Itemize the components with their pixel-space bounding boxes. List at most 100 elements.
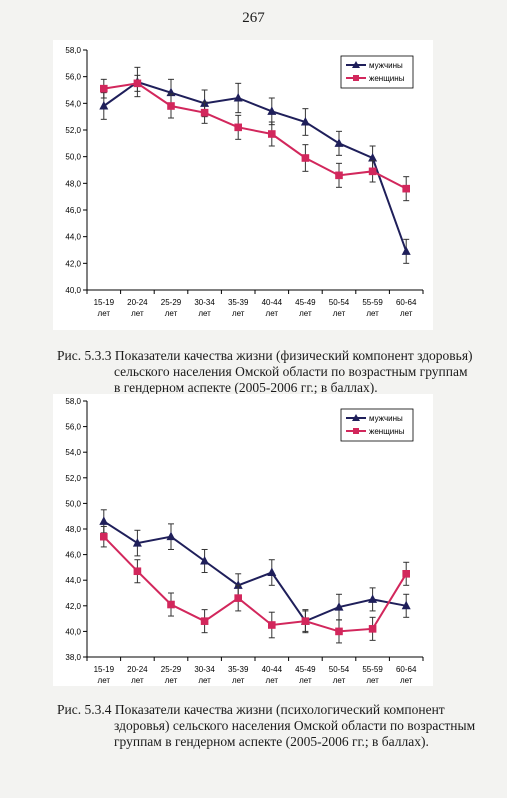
x-tick-label: 25-29 лет — [161, 298, 182, 318]
y-tick-label: 54,0 — [65, 448, 81, 457]
data-point-square — [268, 621, 276, 629]
caption-line: здоровья) сельского населения Омской обл… — [114, 718, 476, 733]
y-tick-label: 58,0 — [65, 46, 81, 55]
legend-swatch-marker — [352, 61, 360, 68]
caption-line: в гендерном аспекте (2005-2006 гг.; в ба… — [114, 380, 378, 395]
y-tick-label: 52,0 — [65, 474, 81, 483]
data-point-square — [402, 184, 410, 193]
data-point-triangle — [334, 138, 344, 147]
y-tick-label: 48,0 — [65, 179, 81, 188]
x-tick-label: 25-29 лет — [161, 665, 182, 685]
x-tick-label: 30-34 лет — [194, 665, 215, 685]
y-tick-label: 46,0 — [65, 551, 81, 560]
data-point-square — [268, 130, 276, 138]
y-tick-label: 56,0 — [65, 423, 81, 432]
data-point-square — [301, 617, 310, 625]
x-tick-label: 50-54 лет — [329, 665, 350, 685]
data-point-triangle — [401, 246, 411, 255]
legend-box — [340, 55, 414, 89]
x-tick-label: 50-54 лет — [329, 298, 350, 318]
data-point-square — [301, 154, 310, 162]
x-tick-label: 35-39 лет — [228, 298, 249, 318]
chart-psychological-health: 38,0 40,0 42,0 44,0 46,0 48,0 50,0 52,0 54,0 56,0… — [53, 394, 433, 686]
data-point-triangle — [334, 602, 344, 611]
legend-label: мужчины — [369, 414, 403, 423]
data-point-triangle — [267, 567, 277, 577]
x-tick-label: 40-44 лет — [262, 298, 283, 318]
data-point-triangle — [368, 153, 378, 162]
data-point-square — [100, 84, 108, 93]
x-tick-label: 55-59 лет — [362, 665, 383, 685]
data-point-square — [100, 532, 108, 541]
x-tick-label: 45-49 лет — [295, 298, 316, 318]
y-tick-label: 56,0 — [65, 73, 81, 82]
data-point-triangle — [99, 516, 109, 525]
legend-label: женщины — [369, 427, 405, 436]
y-tick-label: 50,0 — [65, 499, 81, 508]
y-tick-label: 40,0 — [65, 286, 81, 295]
data-point-square — [234, 594, 242, 602]
legend-swatch-marker — [353, 75, 359, 81]
data-point-triangle — [132, 538, 142, 547]
data-point-square — [167, 600, 175, 609]
data-point-square — [335, 171, 343, 180]
data-point-triangle — [200, 556, 210, 565]
x-tick-label: 55-59 лет — [362, 298, 383, 318]
data-point-triangle — [401, 600, 411, 610]
y-tick-label: 44,0 — [65, 233, 81, 242]
series-line-0 — [103, 520, 407, 623]
x-tick-label: 15-19 лет — [94, 665, 115, 685]
x-tick-label: 40-44 лет — [262, 665, 283, 685]
data-point-triangle — [166, 531, 176, 541]
series-line-1 — [103, 82, 407, 190]
caption-line: Рис. 5.3.3 Показатели качества жизни (фи… — [57, 348, 473, 363]
caption-line: группам в гендерном аспекте (2005-2006 г… — [114, 734, 429, 749]
y-tick-label: 38,0 — [65, 653, 81, 662]
x-tick-label: 45-49 лет — [295, 665, 316, 685]
y-tick-label: 52,0 — [65, 126, 81, 135]
x-tick-label: 15-19 лет — [94, 298, 115, 318]
legend-label: мужчины — [369, 61, 403, 70]
caption-line: сельского населения Омской области по во… — [114, 364, 468, 379]
y-tick-label: 58,0 — [65, 397, 81, 406]
x-tick-label: 20-24 лет — [127, 665, 148, 685]
chart-physical-health: 40,0 42,0 44,0 46,0 48,0 50,0 52,0 54,0 56,0 58,0… — [53, 40, 433, 330]
legend-swatch-marker — [352, 414, 360, 421]
data-point-triangle — [300, 117, 310, 126]
legend-label: женщины — [369, 74, 405, 83]
data-point-square — [133, 567, 142, 576]
data-point-square — [335, 627, 343, 636]
y-tick-label: 46,0 — [65, 206, 81, 215]
data-point-triangle — [368, 594, 378, 603]
figure-caption-psychological: Рис. 5.3.4 Показатели качества жизни (пс… — [57, 702, 487, 750]
data-point-triangle — [233, 93, 243, 102]
y-tick-label: 54,0 — [65, 99, 81, 108]
data-point-square — [368, 167, 377, 176]
y-tick-label: 50,0 — [65, 153, 81, 162]
x-tick-label: 60-64 лет — [396, 298, 417, 318]
chart-psychological-health-svg: 38,0 40,0 42,0 44,0 46,0 48,0 50,0 52,0 54,0 56,0… — [65, 397, 424, 685]
x-tick-label: 30-34 лет — [194, 298, 215, 318]
series-line-1 — [103, 535, 408, 633]
data-point-square — [133, 79, 142, 88]
chart-physical-health-svg: 40,0 42,0 44,0 46,0 48,0 50,0 52,0 54,0 56,0 58,0… — [65, 46, 424, 318]
page-number: 267 — [242, 10, 265, 26]
data-point-square — [234, 123, 242, 132]
figure-caption-physical: Рис. 5.3.3 Показатели качества жизни (фи… — [57, 348, 487, 396]
data-point-square — [200, 108, 209, 117]
series-line-0 — [103, 80, 408, 252]
caption-line: Рис. 5.3.4 Показатели качества жизни (пс… — [57, 702, 445, 717]
data-point-square — [200, 617, 209, 625]
data-point-triangle — [233, 580, 243, 589]
x-tick-label: 60-64 лет — [396, 665, 417, 685]
x-tick-label: 35-39 лет — [228, 665, 249, 685]
data-point-square — [368, 625, 377, 633]
data-point-triangle — [267, 106, 277, 115]
legend-swatch-marker — [353, 428, 359, 434]
data-point-triangle — [99, 101, 109, 110]
y-tick-label: 48,0 — [65, 525, 81, 534]
x-tick-label: 20-24 лет — [127, 298, 148, 318]
y-tick-label: 40,0 — [65, 627, 81, 636]
data-point-square — [402, 570, 410, 578]
legend-box — [340, 408, 414, 442]
